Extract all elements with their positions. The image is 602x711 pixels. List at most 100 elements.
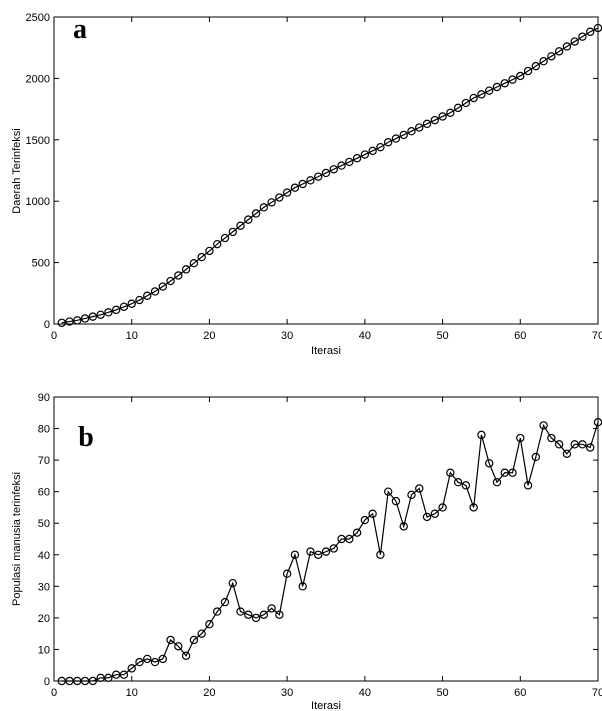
- panel-a-data-point: [228, 227, 237, 237]
- panel-a-data-point: [212, 239, 222, 249]
- panel-b-y-tick-label: 10: [38, 644, 50, 656]
- panel-b-data-point: [345, 534, 354, 544]
- panel-a-data-point: [197, 252, 206, 262]
- panel-a-x-tick-label: 30: [281, 330, 293, 342]
- panel-a-data-point: [368, 146, 377, 156]
- panel-b-data-point: [376, 550, 385, 559]
- panel-b-data-point: [267, 604, 276, 613]
- panel-b-data-point: [205, 620, 214, 629]
- panel-b-data-point: [158, 654, 167, 664]
- panel-a-data-point: [391, 134, 401, 143]
- panel-a-data-point: [236, 221, 245, 230]
- panel-a-data-point: [127, 299, 136, 308]
- panel-b-data-point: [220, 597, 230, 607]
- panel-b-data-point: [228, 578, 237, 588]
- panel-b-data-point: [578, 440, 587, 449]
- panel-a-data-point: [477, 90, 486, 99]
- panel-a-data-point: [407, 126, 416, 136]
- panel-a-data-point: [352, 154, 362, 163]
- panel-a-x-tick-label: 60: [514, 330, 526, 342]
- panel-a-data-point: [360, 150, 370, 159]
- panel-a-data-point: [547, 52, 556, 61]
- panel-a-y-tick-label: 0: [44, 319, 50, 331]
- panel-a-x-tick-label: 20: [203, 330, 215, 342]
- panel-b-data-point: [244, 610, 253, 619]
- panel-b-data-point: [127, 664, 136, 673]
- panel-b-data-point: [181, 651, 191, 660]
- panel-a-x-tick-label: 70: [592, 330, 602, 342]
- panel-b-data-point: [150, 657, 160, 667]
- panel-a-data-point: [485, 86, 494, 95]
- panel-a-data-point: [111, 305, 121, 315]
- panel-b-data-point: [306, 547, 315, 556]
- panel-a-data-point: [119, 302, 129, 312]
- panel-a-data-point: [453, 103, 463, 113]
- panel-a-data-point: [337, 161, 346, 170]
- panel-b-data-point: [174, 642, 183, 651]
- panel-a-data-point: [461, 98, 471, 108]
- panel-a-axes-box: [53, 16, 599, 325]
- panel-a-y-tick-label: 1500: [26, 135, 50, 147]
- panel-b-data-point: [461, 481, 471, 490]
- panel-a-data-point: [422, 119, 432, 129]
- panel-b-data-point: [189, 635, 199, 645]
- panel-a-data-point: [181, 265, 191, 274]
- panel-a-data-point: [438, 112, 447, 121]
- panel-b-data-point: [407, 490, 416, 500]
- panel-b-data-point: [531, 452, 541, 462]
- panel-b-data-point: [446, 468, 455, 477]
- panel-b-data-point: [399, 522, 408, 531]
- panel-a-data-point: [166, 276, 175, 286]
- panel-b-data-point: [539, 421, 548, 430]
- panel-b-data-point: [492, 478, 502, 487]
- panel-a-data-point: [523, 66, 533, 76]
- panel-b: 0 10 20 30 40 50 60 70 0 10 20 30 40 50 60 70 80 90 b Ite…: [11, 392, 602, 711]
- panel-a-letter: a: [73, 14, 87, 45]
- panel-a-data-point: [562, 42, 572, 51]
- panel-b-data-point: [422, 512, 432, 522]
- panel-b-x-tick-label: 50: [436, 687, 448, 699]
- panel-b-data-point: [143, 654, 152, 664]
- panel-b-data-point: [290, 550, 300, 559]
- panel-b-data-point: [383, 487, 393, 496]
- panel-a-data-point: [430, 115, 439, 125]
- panel-a-data-point: [251, 209, 261, 218]
- panel-a-x-axis-label: Iterasi: [311, 345, 341, 357]
- panel-b-y-tick-label: 40: [38, 550, 50, 562]
- panel-b-letter: b: [78, 422, 94, 453]
- panel-b-y-tick-label: 80: [38, 424, 50, 436]
- panel-b-y-tick-label: 50: [38, 518, 50, 530]
- panel-a-data-point: [174, 271, 183, 280]
- panel-b-ticks: 0 10 20 30 40 50 60 70 0 10 20 30 40 50 60 70 80 90: [38, 392, 602, 699]
- panel-b-data-point: [314, 550, 323, 559]
- panel-b-data-point: [554, 440, 564, 449]
- panel-a-data-point: [189, 259, 199, 268]
- panel-b-data-point: [547, 433, 556, 443]
- panel-a-data-point: [516, 71, 525, 81]
- panel-a-data-point: [446, 108, 455, 117]
- panel-a-data-point: [586, 27, 595, 36]
- panel-b-x-tick-label: 70: [592, 687, 602, 699]
- panel-a-data-point: [259, 203, 269, 212]
- panel-a-data-point: [345, 157, 354, 167]
- panel-a-data-point: [531, 61, 541, 71]
- panel-a-y-tick-label: 1000: [26, 196, 50, 208]
- panel-b-marks: [57, 418, 602, 686]
- panel-b-data-point: [391, 496, 401, 506]
- panel-b-data-point: [259, 610, 269, 619]
- panel-a-data-point: [376, 142, 385, 152]
- panel-b-data-point: [523, 481, 533, 490]
- panel-b-data-point: [321, 547, 331, 556]
- panel-b-data-point: [197, 629, 206, 638]
- panel-a-series-line: [61, 27, 599, 324]
- panel-b-data-point: [469, 503, 478, 512]
- panel-a-data-point: [143, 291, 152, 300]
- panel-a-data-point: [314, 172, 323, 181]
- panel-b-data-point: [352, 528, 362, 537]
- panel-b-x-axis-label: Iterasi: [311, 700, 341, 711]
- panel-b-data-point: [586, 443, 595, 452]
- panel-a-data-point: [80, 314, 90, 323]
- panel-a-data-point: [57, 318, 66, 327]
- panel-a-x-tick-label: 10: [126, 330, 138, 342]
- panel-b-data-point: [430, 509, 439, 518]
